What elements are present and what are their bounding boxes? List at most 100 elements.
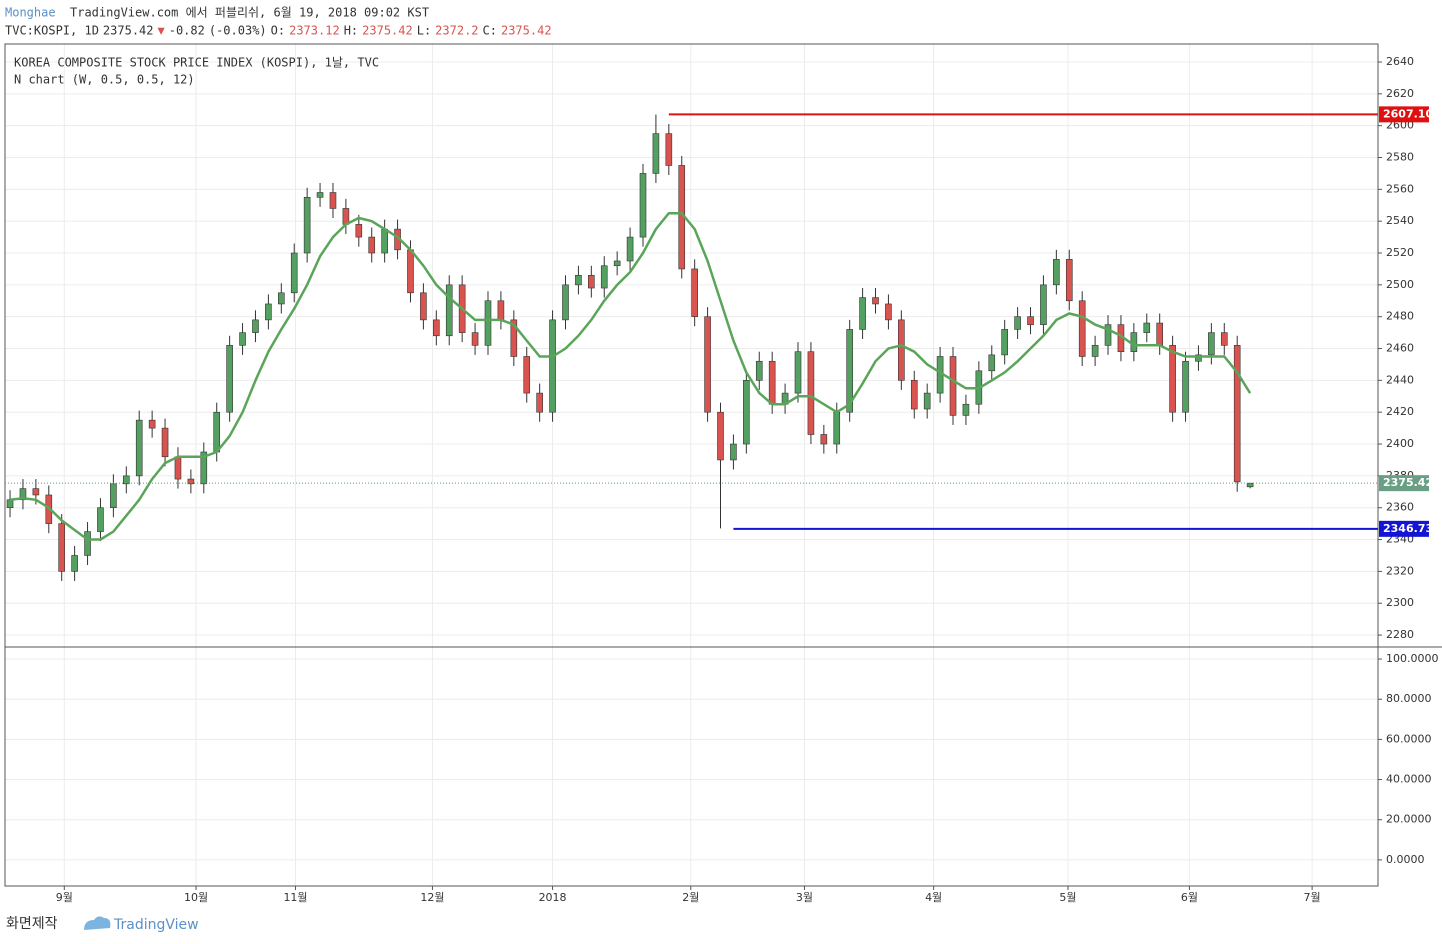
candle-body: [303, 196, 311, 254]
x-tick-label: 4월: [925, 891, 942, 904]
candle-body: [497, 300, 505, 321]
candle-body: [575, 274, 582, 286]
candle-body: [549, 319, 556, 413]
candle-body: [755, 360, 763, 381]
candle-body: [1233, 345, 1241, 483]
x-tick-label: 2018: [539, 891, 567, 904]
candle-body: [523, 356, 531, 394]
y-tick-label: 2280: [1386, 628, 1414, 641]
x-tick-label: 6월: [1181, 891, 1198, 904]
candle-body: [226, 345, 233, 413]
candle-body: [407, 249, 414, 294]
candle-body: [122, 475, 130, 485]
footer-brand[interactable]: TradingView: [113, 917, 199, 933]
candle-body: [1182, 360, 1189, 413]
y-tick-label: 2560: [1386, 182, 1414, 195]
candle-body: [704, 316, 711, 413]
candle-body: [148, 419, 156, 429]
candle-body: [329, 192, 337, 209]
candle-body: [626, 236, 634, 262]
candle-body: [71, 555, 78, 572]
candle-body: [639, 173, 647, 238]
candle-body: [949, 356, 957, 416]
candle-body: [355, 224, 363, 238]
level-label: 2346.73: [1383, 522, 1433, 535]
candle-body: [794, 351, 802, 394]
candle-body: [1220, 332, 1228, 346]
header-item: 2375.42: [103, 24, 154, 38]
chart-subtitle: N chart (W, 0.5, 0.5, 12): [14, 73, 195, 87]
candle-body: [768, 360, 776, 405]
candle-body: [510, 319, 518, 357]
candle-body: [1027, 316, 1034, 325]
candle-body: [885, 303, 892, 321]
candle-body: [1040, 284, 1047, 325]
logo: [84, 916, 111, 930]
candle-body: [833, 411, 841, 445]
candle-body: [820, 434, 828, 445]
candle-body: [265, 303, 272, 321]
candle-body: [84, 531, 91, 556]
header-item: 2375.42: [501, 24, 552, 38]
y-tick-label: 0.0000: [1386, 853, 1425, 866]
y-tick-label: 2620: [1386, 87, 1414, 100]
header-item: O:: [271, 24, 285, 38]
candle-body: [161, 427, 169, 458]
axes: 2280230023202340236023802400242024402460…: [56, 55, 1439, 904]
candle-body: [988, 354, 996, 372]
level-label-bg: [1379, 520, 1429, 537]
y-tick-label: 2460: [1386, 342, 1414, 355]
y-tick-label: 2440: [1386, 373, 1414, 386]
y-tick-label: 2320: [1386, 564, 1414, 577]
candle-body: [872, 297, 879, 305]
candle-body: [252, 319, 259, 333]
candle-body: [1156, 322, 1163, 346]
author[interactable]: Monghae: [5, 6, 56, 20]
candle-body: [110, 483, 117, 509]
candle-body: [923, 392, 931, 410]
published: TradingView.com 에서 퍼블리쉬, 6월 19, 2018 09:…: [70, 6, 429, 20]
y-tick-label: 20.0000: [1386, 813, 1432, 826]
candle-body: [6, 499, 14, 509]
header-item: C:: [483, 24, 497, 38]
candle-body: [97, 507, 104, 532]
x-tick-label: 9월: [56, 891, 73, 904]
candle-body: [807, 351, 815, 435]
y-tick-label: 2360: [1386, 501, 1414, 514]
candle-body: [846, 329, 853, 413]
x-tick-label: 5월: [1059, 891, 1076, 904]
candle-body: [730, 443, 737, 461]
y-tick-label: 2640: [1386, 55, 1414, 68]
x-tick-label: 11월: [283, 891, 307, 904]
candle-body: [433, 319, 440, 337]
candle-body: [368, 236, 376, 254]
x-tick-label: 7월: [1304, 891, 1321, 904]
candle-body: [743, 380, 750, 445]
header-item: 2372.2: [435, 24, 478, 38]
y-tick-label: 40.0000: [1386, 773, 1432, 786]
candle-body: [471, 332, 479, 346]
candle-body: [562, 284, 569, 321]
y-tick-label: 60.0000: [1386, 732, 1432, 745]
header-item: 2375.42: [362, 24, 413, 38]
candle-body: [1053, 259, 1060, 286]
candle-body: [1130, 332, 1138, 353]
y-tick-label: 100.0000: [1386, 652, 1439, 665]
y-tick-label: 2420: [1386, 405, 1414, 418]
footer-made-by: 화면제작: [6, 916, 58, 932]
y-tick-label: 2300: [1386, 596, 1414, 609]
candle-body: [200, 451, 208, 485]
candle-body: [536, 392, 543, 413]
candle-body: [1104, 324, 1112, 346]
grid: [5, 44, 1378, 886]
candle-body: [1169, 345, 1176, 413]
candle-body: [898, 319, 905, 381]
candle-body: [652, 133, 660, 174]
candle-body: [1091, 345, 1099, 357]
candle-body: [19, 488, 27, 501]
candle-body: [1014, 316, 1021, 330]
candle-body: [174, 456, 182, 480]
level-label: 2607.10: [1383, 107, 1433, 120]
